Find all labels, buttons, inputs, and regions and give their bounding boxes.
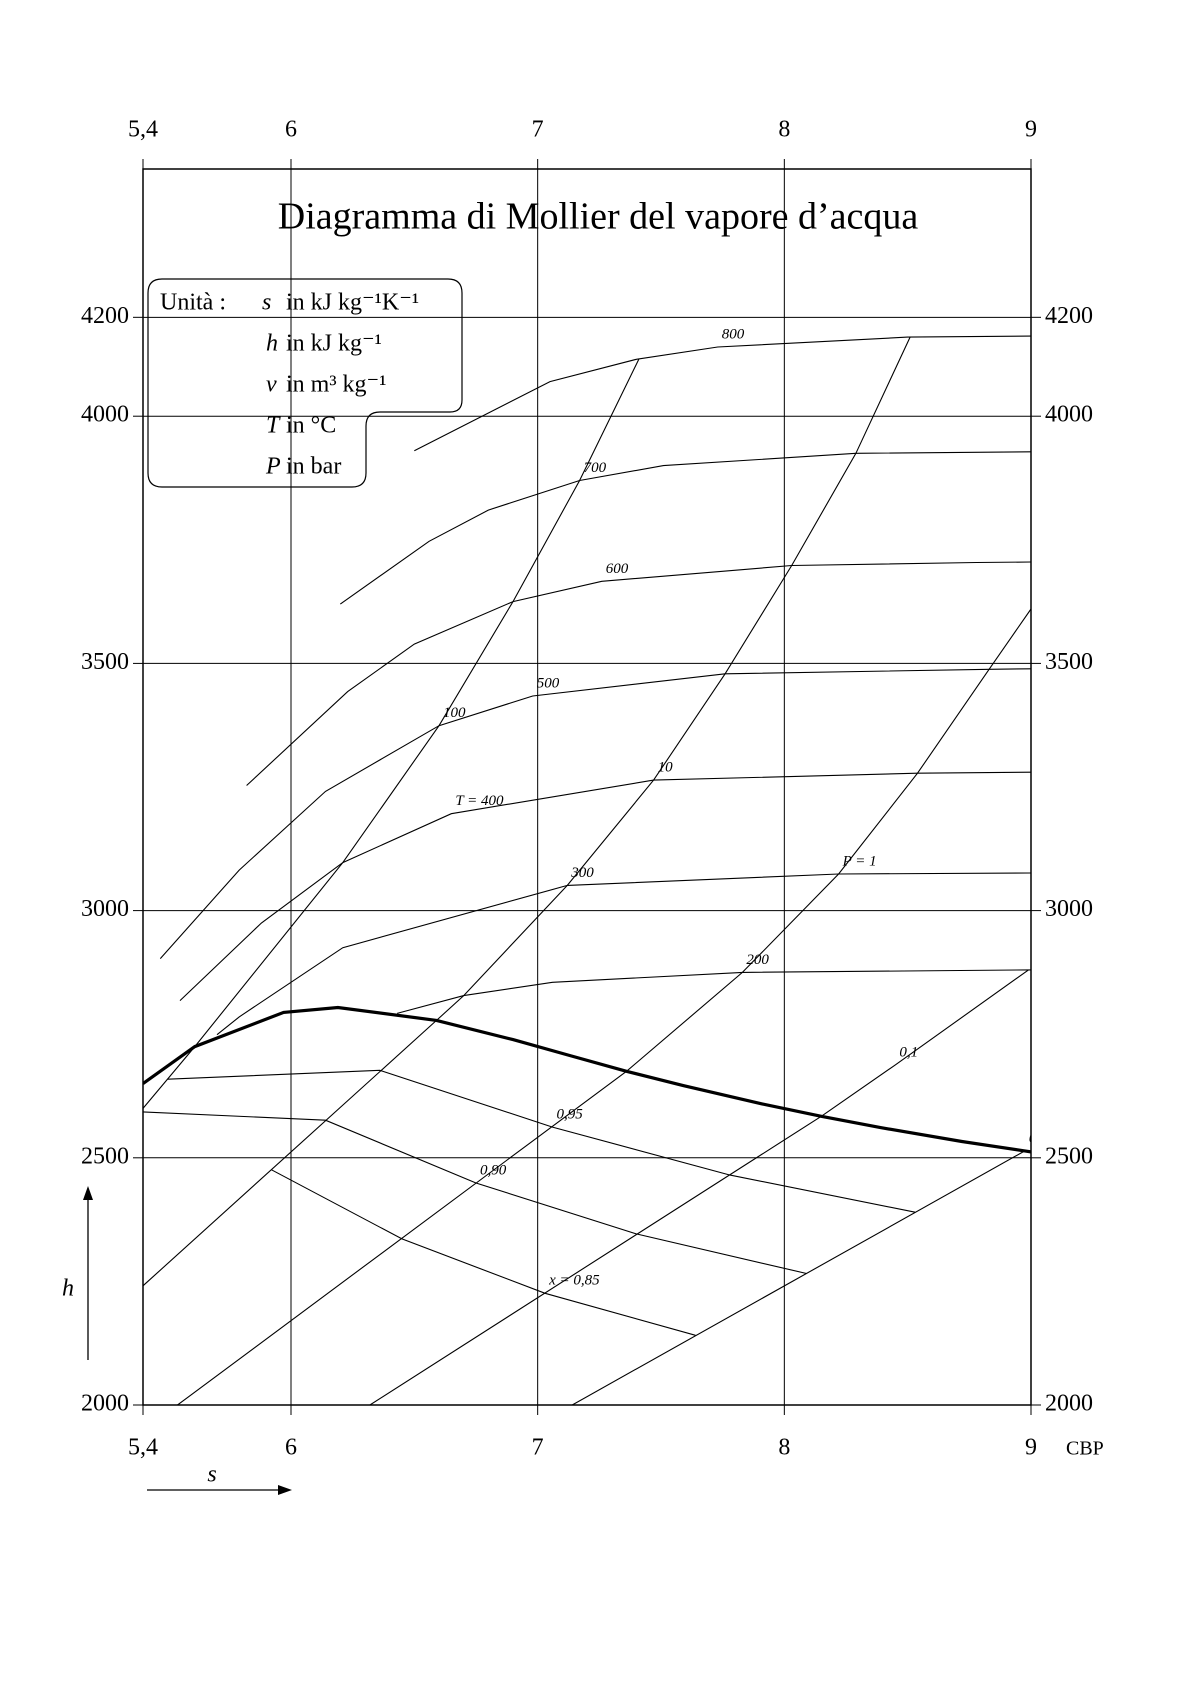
- x-tick-label: 7: [532, 1435, 544, 1461]
- unit-symbol: v: [266, 372, 277, 398]
- curve-label: 100: [443, 705, 466, 721]
- curve: [167, 1069, 916, 1213]
- y-tick-label: 4000: [81, 402, 129, 428]
- x-tick-label-top: 9: [1025, 117, 1037, 143]
- y-tick-label-right: 3500: [1045, 649, 1093, 675]
- curve: [396, 969, 1031, 1014]
- x-tick-label-top: 6: [285, 117, 297, 143]
- curve: [369, 969, 1029, 1405]
- chart-title: Diagramma di Mollier del vapore d’acqua: [278, 196, 919, 238]
- y-tick-label-right: 4200: [1045, 303, 1093, 329]
- curve: [179, 771, 1031, 1001]
- x-tick-label: 8: [778, 1435, 790, 1461]
- curve-label: 800: [722, 326, 745, 342]
- curve-label: 600: [606, 561, 629, 577]
- curve: [271, 1169, 696, 1336]
- y-tick-label-right: 4000: [1045, 402, 1093, 428]
- y-tick-label: 3000: [81, 896, 129, 922]
- curve: [216, 872, 1031, 1036]
- curve: [339, 451, 1031, 605]
- curve-label: 10: [658, 760, 674, 776]
- curve-label: 0,90: [480, 1162, 507, 1178]
- curve: [143, 1111, 807, 1275]
- curve: [143, 1005, 1031, 1154]
- units-label: Unità :: [160, 290, 226, 316]
- x-tick-label-top: 5,4: [128, 117, 158, 143]
- unit-text: in bar: [286, 454, 341, 480]
- x-tick-label: 6: [285, 1435, 297, 1461]
- y-tick-label: 2000: [81, 1391, 129, 1417]
- unit-text: in kJ kg⁻¹K⁻¹: [286, 290, 419, 316]
- x-axis-label: s: [207, 1462, 216, 1488]
- y-tick-label-right: 2500: [1045, 1143, 1093, 1169]
- x-arrow-head: [278, 1485, 292, 1495]
- curve: [143, 336, 911, 1287]
- curve-label: 200: [746, 952, 769, 968]
- y-tick-label: 3500: [81, 649, 129, 675]
- unit-symbol: h: [266, 331, 278, 357]
- curve: [246, 561, 1031, 786]
- curve-label: 300: [570, 865, 594, 881]
- curve: [159, 668, 1031, 959]
- unit-symbol: s: [262, 290, 271, 316]
- curve: [177, 608, 1031, 1405]
- curve: [571, 1150, 1026, 1405]
- curve-label: x = 0,85: [548, 1273, 600, 1289]
- curve-label: 0,01: [1029, 1130, 1055, 1146]
- curve-label: 700: [584, 460, 607, 476]
- unit-symbol: P: [265, 454, 281, 480]
- x-tick-label: 5,4: [128, 1435, 158, 1461]
- y-arrow-head: [83, 1186, 93, 1200]
- y-axis-label: h: [62, 1276, 74, 1302]
- unit-symbol: T: [266, 413, 281, 439]
- credit: CBP: [1066, 1438, 1104, 1460]
- curve-label: T = 400: [455, 793, 504, 809]
- unit-text: in °C: [286, 413, 336, 439]
- curve-label: 0,1: [899, 1044, 918, 1060]
- y-tick-label-right: 2000: [1045, 1391, 1093, 1417]
- curve-label: 500: [537, 675, 560, 691]
- x-tick-label-top: 8: [778, 117, 790, 143]
- curve: [143, 359, 640, 1109]
- curve-label: P = 1: [842, 853, 877, 869]
- x-tick-label-top: 7: [532, 117, 544, 143]
- curves: 800 700 600 500 T = 400 300 200 100 10 P = 1 0,1 0,…: [143, 326, 1055, 1405]
- y-tick-label-right: 3000: [1045, 896, 1093, 922]
- x-tick-label: 9: [1025, 1435, 1037, 1461]
- y-tick-label: 4200: [81, 303, 129, 329]
- unit-text: in kJ kg⁻¹: [286, 331, 382, 357]
- y-tick-label: 2500: [81, 1143, 129, 1169]
- curve: [414, 335, 1031, 452]
- curve-label: 0,95: [556, 1107, 583, 1123]
- units-box: [147, 278, 463, 488]
- unit-text: in m³ kg⁻¹: [286, 372, 386, 398]
